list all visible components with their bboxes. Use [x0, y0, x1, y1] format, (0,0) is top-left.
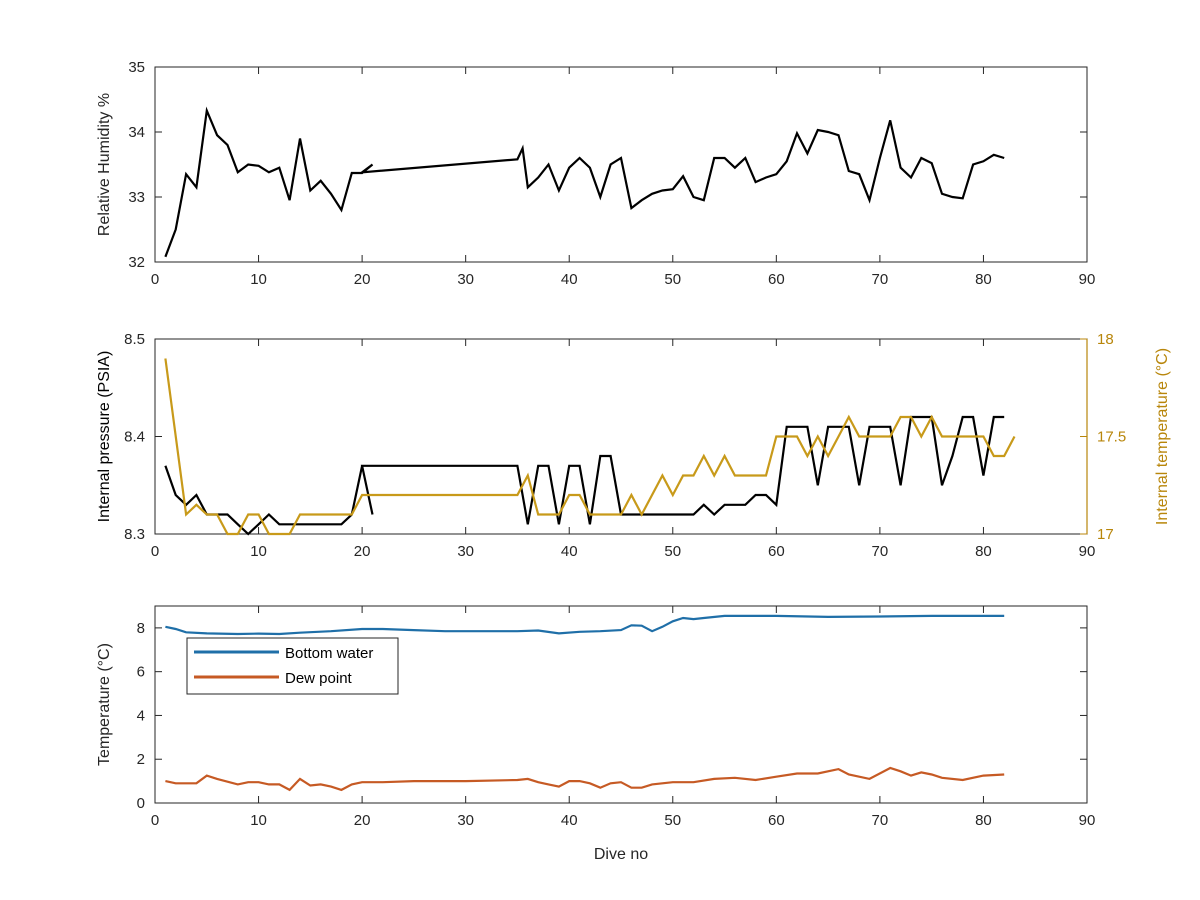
x-tick-label: 50: [664, 271, 681, 288]
x-tick-label: 60: [768, 543, 785, 560]
y-tick-label: 8.5: [124, 331, 145, 348]
y-axis-label: Temperature (°C): [96, 643, 113, 766]
y-tick-label: 33: [128, 189, 145, 206]
y-tick-label: 34: [128, 124, 145, 141]
y-tick-label: 6: [137, 664, 145, 681]
right-y-tick-label: 17: [1097, 526, 1114, 543]
x-tick-label: 0: [151, 271, 159, 288]
y-tick-label: 35: [128, 59, 145, 76]
series-line-bottom-water: [165, 614, 1005, 636]
x-tick-label: 20: [354, 543, 371, 560]
series-line-0: [164, 415, 1005, 536]
x-tick-label: 90: [1079, 543, 1096, 560]
x-tick-label: 80: [975, 543, 992, 560]
y-axis-label: Internal pressure (PSIA): [96, 351, 113, 523]
x-tick-label: 20: [354, 271, 371, 288]
pressure-temperature-panel: 0 10 20 30 40 50 60 70 80 90 8.3 8.4 8.5 Internal pre…: [96, 331, 1171, 560]
x-tick-label: 80: [975, 271, 992, 288]
x-tick-label: 50: [664, 812, 681, 829]
legend-label: Dew point: [285, 670, 353, 687]
x-tick-label: 60: [768, 271, 785, 288]
x-tick-label: 40: [561, 543, 578, 560]
axes-box: [154, 66, 1088, 263]
legend-box: [186, 637, 399, 695]
x-tick-label: 30: [457, 812, 474, 829]
y-tick-label: 0: [137, 795, 145, 812]
x-tick-label: 70: [872, 271, 889, 288]
x-tick-label: 90: [1079, 812, 1096, 829]
legend-label: Bottom water: [285, 645, 373, 662]
y-tick-label: 32: [128, 254, 145, 271]
x-tick-label: 10: [250, 543, 267, 560]
x-tick-label: 50: [664, 543, 681, 560]
legend: Bottom water Dew point: [186, 637, 399, 695]
x-tick-label: 0: [151, 543, 159, 560]
x-tick-label: 0: [151, 812, 159, 829]
x-tick-label: 20: [354, 812, 371, 829]
y-tick-label: 4: [137, 707, 145, 724]
right-y-tick-label: 17.5: [1097, 429, 1126, 446]
x-tick-label: 70: [872, 812, 889, 829]
y-tick-label: 8: [137, 620, 145, 637]
y-tick-label: 8.4: [124, 429, 145, 446]
y-tick-label: 8.3: [124, 526, 145, 543]
x-tick-label: 30: [457, 271, 474, 288]
y-axis-label: Relative Humidity %: [96, 93, 113, 236]
right-y-axis-label: Internal temperature (°C): [1154, 348, 1171, 525]
x-tick-label: 10: [250, 812, 267, 829]
water-temperature-panel: 0 10 20 30 40 50 60 70 80 90 0 2 4 6 8 Temperature (°C)…: [96, 605, 1096, 863]
x-tick-label: 90: [1079, 271, 1096, 288]
axes-box: [154, 605, 1088, 804]
series-line-0: [164, 106, 1005, 258]
y-tick-label: 2: [137, 751, 145, 768]
x-tick-label: 60: [768, 812, 785, 829]
x-tick-label: 40: [561, 271, 578, 288]
humidity-panel: 0 10 20 30 40 50 60 70 80 90 32 33 34 35 Relative Humi…: [96, 59, 1095, 288]
x-tick-label: 10: [250, 271, 267, 288]
x-axis-label: Dive no: [594, 846, 648, 863]
series-line-dew-point: [165, 766, 1005, 792]
x-tick-label: 70: [872, 543, 889, 560]
x-tick-label: 30: [457, 543, 474, 560]
series-line-1: [164, 358, 1016, 536]
right-y-tick-label: 18: [1097, 331, 1114, 348]
x-tick-label: 80: [975, 812, 992, 829]
x-tick-label: 40: [561, 812, 578, 829]
